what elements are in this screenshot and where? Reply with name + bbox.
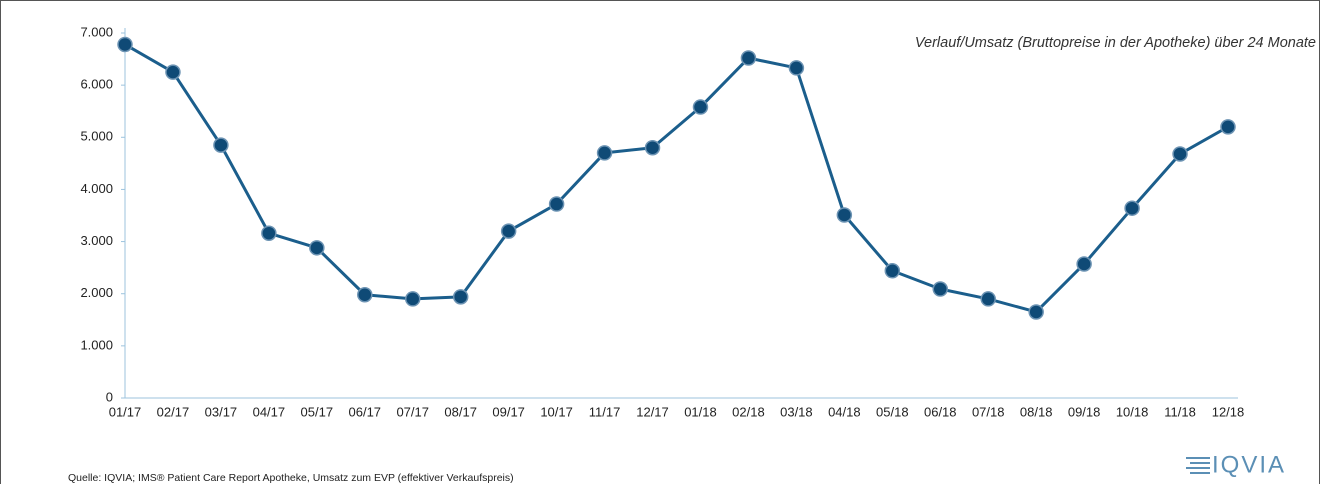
data-point xyxy=(740,50,757,66)
data-point xyxy=(1124,200,1140,216)
data-point xyxy=(788,60,805,76)
x-tick-label: 04/17 xyxy=(253,404,286,419)
x-tick-label: 10/17 xyxy=(540,404,573,419)
data-point xyxy=(1220,119,1236,135)
data-point xyxy=(932,281,949,297)
logo: IQVIA xyxy=(1212,451,1286,478)
data-point xyxy=(117,36,133,53)
x-tick-label: 09/18 xyxy=(1068,404,1101,419)
data-point xyxy=(548,196,565,212)
data-point xyxy=(1028,304,1044,320)
y-tick-label: 0 xyxy=(106,389,113,404)
data-point xyxy=(500,223,517,239)
x-tick-label: 07/17 xyxy=(396,404,429,419)
x-tick-label: 02/17 xyxy=(157,404,190,419)
data-point xyxy=(692,99,709,115)
x-tick-label: 01/17 xyxy=(109,404,142,419)
x-tick-label: 10/18 xyxy=(1116,404,1149,419)
data-point xyxy=(1172,146,1188,162)
x-tick-label: 11/17 xyxy=(589,404,621,419)
data-point xyxy=(644,139,661,156)
data-point xyxy=(213,137,229,153)
x-tick-label: 11/18 xyxy=(1164,404,1196,419)
x-tick-label: 02/18 xyxy=(732,404,765,419)
x-tick-label: 06/18 xyxy=(924,404,957,419)
data-point xyxy=(404,291,421,307)
data-point xyxy=(884,263,901,279)
x-tick-label: 03/17 xyxy=(205,404,238,419)
data-point xyxy=(1076,256,1092,272)
data-line xyxy=(124,43,1229,314)
x-tick-label: 04/18 xyxy=(828,404,861,419)
logo-icon xyxy=(1186,457,1210,474)
x-tick-label: 12/17 xyxy=(636,404,669,419)
y-tick-label: 3.000 xyxy=(80,233,113,248)
x-tick-label: 08/17 xyxy=(444,404,477,419)
x-tick-label: 09/17 xyxy=(492,404,525,419)
data-point xyxy=(836,207,853,223)
y-tick-label: 1.000 xyxy=(80,337,113,352)
y-tick-label: 7.000 xyxy=(80,24,113,39)
x-tick-label: 08/18 xyxy=(1020,404,1053,419)
x-tick-label: 12/18 xyxy=(1212,404,1245,419)
chart-subtitle: Verlauf/Umsatz (Bruttopreise in der Apot… xyxy=(915,35,1316,51)
source-note: Quelle: IQVIA; IMS® Patient Care Report … xyxy=(68,472,514,484)
x-tick-label: 03/18 xyxy=(780,404,813,419)
y-tick-label: 6.000 xyxy=(80,77,113,92)
x-tick-label: 06/17 xyxy=(349,404,382,419)
x-tick-label: 07/18 xyxy=(972,404,1005,419)
data-point xyxy=(596,145,613,161)
x-tick-label: 05/17 xyxy=(301,404,334,419)
data-point xyxy=(452,289,469,305)
y-tick-label: 2.000 xyxy=(80,285,113,300)
data-point xyxy=(165,64,181,80)
x-tick-label: 01/18 xyxy=(684,404,717,419)
x-tick-label: 05/18 xyxy=(876,404,909,419)
y-tick-label: 4.000 xyxy=(80,181,113,196)
y-tick-label: 5.000 xyxy=(80,129,113,144)
data-point xyxy=(357,287,373,303)
data-point xyxy=(309,240,325,256)
data-point xyxy=(980,291,996,307)
data-point xyxy=(261,225,277,241)
